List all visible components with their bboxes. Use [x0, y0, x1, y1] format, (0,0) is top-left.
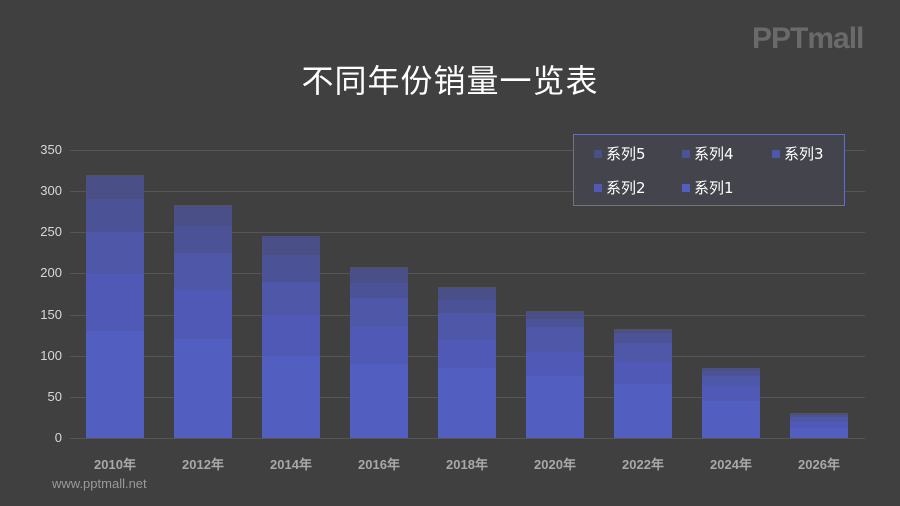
bar-segment-series1[interactable] — [350, 363, 408, 438]
bar-segment-series2[interactable] — [86, 273, 144, 332]
brand-logo: PPTmall — [752, 22, 864, 55]
bar-stack[interactable] — [86, 174, 144, 438]
x-tick-label: 2010年 — [94, 457, 136, 472]
bar-segment-series4[interactable] — [174, 225, 232, 253]
gridline — [70, 273, 865, 275]
y-tick-label: 200 — [40, 265, 62, 281]
y-tick-label: 350 — [40, 142, 62, 157]
chart-legend: 系列5 系列4 系列3 系列2 系列1 — [573, 134, 845, 206]
y-tick-label: 0 — [54, 430, 62, 445]
gridline — [70, 232, 865, 234]
legend-label: 系列1 — [694, 179, 734, 197]
bar-segment-series4[interactable] — [526, 318, 584, 327]
bar-segment-series5[interactable] — [438, 287, 496, 300]
x-tick-label: 2024年 — [710, 457, 752, 472]
legend-label: 系列5 — [606, 145, 646, 163]
y-tick-label: 150 — [40, 306, 62, 322]
bar-segment-series2[interactable] — [790, 421, 848, 429]
bar-segment-series1[interactable] — [174, 339, 232, 438]
legend-item-series5[interactable]: 系列5 — [594, 143, 646, 164]
x-tick-label: 2016年 — [358, 457, 400, 472]
legend-label: 系列4 — [694, 145, 734, 163]
bar-stack[interactable] — [614, 328, 672, 438]
bar-segment-series3[interactable] — [174, 252, 232, 290]
bar-segment-series3[interactable] — [702, 376, 760, 387]
bar-segment-series5[interactable] — [350, 266, 408, 284]
legend-item-series1[interactable]: 系列1 — [682, 177, 734, 198]
bar-segment-series4[interactable] — [614, 332, 672, 344]
bar-segment-series5[interactable] — [614, 328, 672, 333]
bar-stack[interactable] — [702, 368, 760, 438]
y-tick-label: 300 — [40, 183, 62, 199]
x-tick-label: 2018年 — [446, 457, 488, 472]
bar-segment-series5[interactable] — [526, 310, 584, 319]
bar-segment-series3[interactable] — [614, 343, 672, 362]
bar-segment-series1[interactable] — [438, 368, 496, 438]
bar-segment-series2[interactable] — [262, 314, 320, 356]
bar-stack[interactable] — [438, 287, 496, 438]
bar-segment-series3[interactable] — [790, 417, 848, 422]
bar-segment-series5[interactable] — [790, 413, 848, 415]
footer-url: www.pptmall.net — [52, 476, 147, 491]
bar-stack[interactable] — [526, 310, 584, 438]
bar-segment-series4[interactable] — [438, 299, 496, 313]
bar-segment-series3[interactable] — [86, 232, 144, 274]
legend-item-series2[interactable]: 系列2 — [594, 177, 646, 198]
bar-stack[interactable] — [350, 266, 408, 438]
legend-item-series4[interactable]: 系列4 — [682, 143, 734, 164]
x-tick-label: 2014年 — [270, 457, 312, 472]
x-tick-label: 2012年 — [182, 457, 224, 472]
plot-area — [70, 150, 865, 439]
gridline — [70, 150, 865, 151]
bar-stack[interactable] — [790, 413, 848, 438]
legend-swatch-icon — [682, 149, 690, 158]
legend-label: 系列2 — [606, 179, 646, 197]
bar-segment-series4[interactable] — [790, 415, 848, 418]
legend-swatch-icon — [594, 183, 602, 192]
chart-title: 不同年份销量一览表 — [301, 62, 599, 100]
bar-segment-series1[interactable] — [526, 376, 584, 438]
y-tick-label: 50 — [47, 388, 62, 404]
bar-segment-series2[interactable] — [438, 340, 496, 369]
x-tick-label: 2022年 — [622, 457, 664, 472]
bar-segment-series2[interactable] — [614, 361, 672, 384]
bar-stack[interactable] — [262, 236, 320, 438]
gridline — [70, 438, 865, 439]
bar-segment-series5[interactable] — [702, 368, 760, 372]
bar-segment-series4[interactable] — [702, 371, 760, 377]
y-tick-label: 100 — [40, 347, 62, 363]
bar-segment-series2[interactable] — [526, 351, 584, 377]
bar-segment-series3[interactable] — [526, 326, 584, 352]
bar-segment-series2[interactable] — [174, 289, 232, 340]
bar-segment-series1[interactable] — [702, 400, 760, 438]
bar-segment-series2[interactable] — [702, 386, 760, 401]
bar-segment-series4[interactable] — [350, 283, 408, 299]
bar-segment-series3[interactable] — [262, 281, 320, 315]
bar-segment-series1[interactable] — [790, 428, 848, 438]
bar-segment-series5[interactable] — [174, 205, 232, 226]
bar-segment-series4[interactable] — [86, 199, 144, 233]
legend-label: 系列3 — [784, 145, 824, 163]
bar-segment-series3[interactable] — [350, 298, 408, 327]
gridline — [70, 191, 865, 193]
bar-segment-series1[interactable] — [86, 331, 144, 438]
bar-segment-series4[interactable] — [262, 255, 320, 282]
bar-segment-series1[interactable] — [262, 355, 320, 438]
y-tick-label: 250 — [40, 224, 62, 240]
bar-segment-series3[interactable] — [438, 312, 496, 341]
x-tick-label: 2026年 — [798, 457, 840, 472]
legend-swatch-icon — [594, 149, 602, 158]
bar-segment-series1[interactable] — [614, 383, 672, 438]
bar-segment-series2[interactable] — [350, 326, 408, 364]
bar-segment-series5[interactable] — [262, 236, 320, 256]
bar-segment-series5[interactable] — [86, 174, 144, 200]
legend-swatch-icon — [772, 149, 780, 158]
x-tick-label: 2020年 — [534, 457, 576, 472]
bar-stack[interactable] — [174, 205, 232, 438]
legend-swatch-icon — [682, 183, 690, 192]
legend-item-series3[interactable]: 系列3 — [772, 143, 824, 164]
